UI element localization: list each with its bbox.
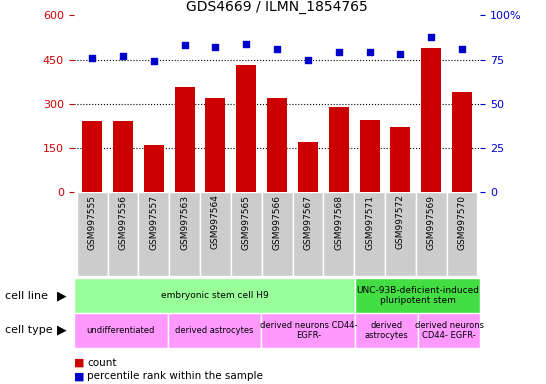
Text: ■: ■ (74, 358, 84, 368)
Text: derived neurons
CD44- EGFR-: derived neurons CD44- EGFR- (415, 321, 484, 340)
Bar (298, 142, 318, 192)
Point (118, 53, 127, 59)
Text: count: count (87, 358, 117, 368)
Bar (293, 192, 323, 276)
Bar (200, 192, 231, 276)
Bar (385, 192, 416, 276)
Bar (74, 313, 168, 348)
Text: GSM997556: GSM997556 (118, 195, 128, 250)
Bar (231, 192, 262, 276)
Bar (169, 192, 200, 276)
Bar (323, 192, 354, 276)
Bar (355, 278, 480, 313)
Text: GSM997563: GSM997563 (180, 195, 189, 250)
Title: GDS4669 / ILMN_1854765: GDS4669 / ILMN_1854765 (186, 0, 368, 14)
Bar (82, 121, 102, 192)
Point (211, 44, 220, 50)
Bar (262, 192, 293, 276)
Point (458, 46, 466, 52)
Bar (421, 48, 441, 192)
Text: GSM997555: GSM997555 (88, 195, 97, 250)
Bar (108, 192, 139, 276)
Point (304, 56, 312, 63)
Text: GSM997572: GSM997572 (396, 195, 405, 250)
Point (150, 58, 158, 65)
Bar (175, 88, 195, 192)
Bar (390, 127, 411, 192)
Text: GSM997566: GSM997566 (272, 195, 282, 250)
Bar (77, 192, 108, 276)
Text: embryonic stem cell H9: embryonic stem cell H9 (161, 291, 269, 300)
Bar (74, 278, 355, 313)
Point (396, 51, 405, 57)
Bar (262, 313, 355, 348)
Bar (359, 120, 379, 192)
Bar (267, 98, 287, 192)
Text: GSM997568: GSM997568 (334, 195, 343, 250)
Text: ▶: ▶ (57, 324, 67, 337)
Text: cell line: cell line (5, 291, 49, 301)
Text: derived neurons CD44-
EGFR-: derived neurons CD44- EGFR- (260, 321, 357, 340)
Bar (236, 65, 256, 192)
Bar (416, 192, 447, 276)
Text: ▶: ▶ (57, 289, 67, 302)
Bar (452, 92, 472, 192)
Point (88, 55, 97, 61)
Text: UNC-93B-deficient-induced
pluripotent stem: UNC-93B-deficient-induced pluripotent st… (357, 286, 479, 305)
Bar (355, 313, 418, 348)
Bar (354, 192, 385, 276)
Bar (418, 313, 480, 348)
Point (365, 50, 374, 56)
Text: GSM997557: GSM997557 (150, 195, 158, 250)
Text: ■: ■ (74, 371, 84, 381)
Text: GSM997565: GSM997565 (242, 195, 251, 250)
Bar (447, 192, 477, 276)
Bar (113, 121, 133, 192)
Bar (144, 145, 164, 192)
Text: percentile rank within the sample: percentile rank within the sample (87, 371, 263, 381)
Point (334, 50, 343, 56)
Text: undifferentiated: undifferentiated (86, 326, 155, 335)
Point (273, 46, 282, 52)
Point (427, 33, 436, 40)
Text: derived
astrocytes: derived astrocytes (365, 321, 408, 340)
Bar (168, 313, 262, 348)
Text: GSM997570: GSM997570 (458, 195, 466, 250)
Point (180, 42, 189, 48)
Text: GSM997564: GSM997564 (211, 195, 220, 250)
Text: GSM997569: GSM997569 (426, 195, 436, 250)
Text: GSM997567: GSM997567 (304, 195, 312, 250)
Bar (329, 107, 349, 192)
Bar (205, 98, 225, 192)
Text: GSM997571: GSM997571 (365, 195, 374, 250)
Point (242, 41, 251, 47)
Text: derived astrocytes: derived astrocytes (175, 326, 254, 335)
Text: cell type: cell type (5, 325, 53, 335)
Bar (139, 192, 169, 276)
